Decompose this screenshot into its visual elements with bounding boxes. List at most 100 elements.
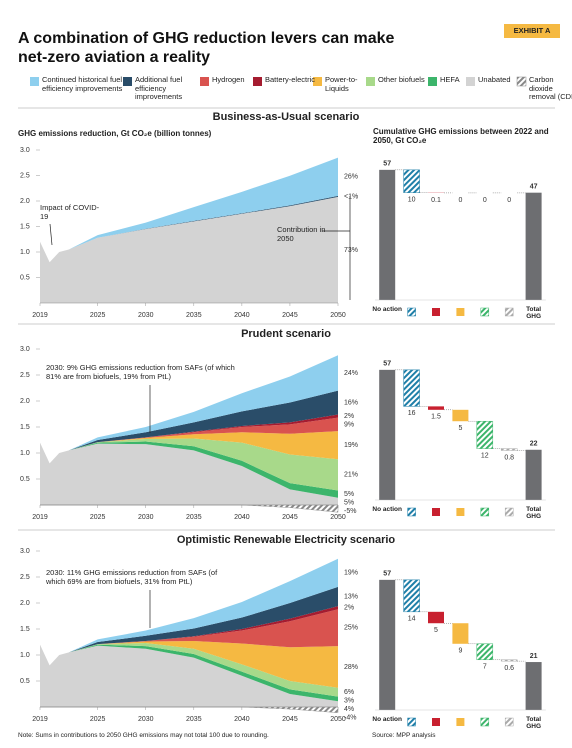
share-label: 24%	[344, 370, 358, 377]
x-tick-label: 2019	[32, 716, 48, 723]
x-tick-label: 2045	[282, 514, 298, 521]
data-label: 57	[383, 571, 391, 578]
y-tick-label: 1.5	[20, 626, 30, 633]
area-series	[40, 390, 338, 464]
waterfall-bar	[428, 611, 444, 624]
x-tick-label: 2030	[138, 716, 154, 723]
share-label: 16%	[344, 399, 358, 406]
area-series	[40, 414, 338, 464]
data-label: 21	[530, 653, 538, 660]
y-tick-label: 1.5	[20, 424, 30, 431]
share-label: 25%	[344, 625, 358, 632]
x-tick-label: No action	[372, 716, 402, 723]
area-series	[40, 355, 338, 464]
category-icon	[407, 307, 416, 317]
x-tick-label: 2035	[186, 312, 202, 319]
area-series	[40, 196, 338, 303]
share-label: 28%	[344, 664, 358, 671]
waterfall-bar	[525, 449, 542, 500]
area-series	[40, 640, 338, 688]
share-label: 73%	[344, 247, 358, 254]
share-label: 9%	[344, 421, 354, 428]
x-tick-label: No action	[372, 506, 402, 513]
y-tick-label: 1.5	[20, 223, 30, 230]
share-label: 5%	[344, 499, 354, 506]
scenario-title: Prudent scenario	[241, 328, 331, 340]
y-tick-label: 2.5	[20, 172, 30, 179]
x-tick-label: 2050	[330, 716, 346, 723]
y-tick-label: 0.5	[20, 476, 30, 483]
data-label: 0.8	[504, 454, 514, 461]
legend-swatch	[253, 77, 262, 86]
y-tick-label: 2.5	[20, 574, 30, 581]
data-label: 7	[483, 664, 487, 671]
share-label: 19%	[344, 442, 358, 449]
data-label: 5	[458, 425, 462, 432]
legend-swatch	[313, 77, 322, 86]
x-tick-label: Total GHG	[526, 306, 542, 321]
data-label: 1.5	[431, 414, 441, 421]
legend-label: Additional fuel efficiency improvements	[135, 75, 183, 102]
y-tick-label: 2.0	[20, 198, 30, 205]
share-label: 6%	[344, 689, 354, 696]
x-tick-label: 2035	[186, 716, 202, 723]
legend-swatch	[516, 76, 527, 87]
category-icon	[456, 308, 465, 316]
legend-label: Carbon dioxide removal (CDR)	[529, 75, 572, 102]
x-tick-label: 2035	[186, 514, 202, 521]
annotation: 2030: 9% GHG emissions reduction from SA…	[46, 363, 235, 381]
x-tick-label: No action	[372, 306, 402, 313]
area-series	[40, 504, 339, 513]
data-label: 47	[530, 184, 538, 191]
category-icon	[407, 507, 416, 517]
category-icon	[432, 718, 440, 726]
waterfall-bar	[403, 579, 420, 613]
waterfall-bar	[476, 643, 494, 661]
legend-swatch	[200, 77, 209, 86]
data-label: 0	[458, 197, 462, 204]
x-tick-label: 2050	[330, 514, 346, 521]
x-tick-label: 2025	[90, 312, 106, 319]
category-icon	[480, 717, 490, 727]
area-series	[40, 644, 338, 702]
x-tick-label: 2045	[282, 312, 298, 319]
waterfall-bar	[476, 420, 494, 449]
category-icon	[504, 307, 514, 317]
legend-swatch	[123, 77, 132, 86]
category-icon	[504, 717, 514, 727]
legend-swatch	[466, 77, 475, 86]
waterfall-bar	[379, 369, 396, 500]
area-series	[40, 706, 339, 713]
data-label: 12	[481, 452, 489, 459]
share-label: 5%	[344, 491, 354, 498]
legend-swatch	[30, 77, 39, 86]
exhibit-badge: EXHIBIT A	[504, 24, 560, 38]
x-tick-label: 2025	[90, 514, 106, 521]
legend-label: Hydrogen	[212, 75, 245, 84]
share-label: 4%	[344, 706, 354, 713]
x-tick-label: 2030	[138, 312, 154, 319]
waterfall-bar	[428, 406, 444, 410]
y-tick-label: 3.0	[20, 147, 30, 154]
x-tick-label: 2040	[234, 312, 250, 319]
y-tick-label: 3.0	[20, 346, 30, 353]
y-tick-label: 2.0	[20, 600, 30, 607]
share-label: -4%	[344, 715, 356, 722]
area-series	[40, 441, 338, 498]
y-tick-label: 2.5	[20, 372, 30, 379]
data-label: 22	[530, 441, 538, 448]
waterfall-bar	[525, 662, 542, 710]
page-title: A combination of GHG reduction levers ca…	[18, 30, 395, 67]
data-label: 57	[383, 161, 391, 168]
legend-swatch	[428, 77, 437, 86]
x-tick-label: 2040	[234, 514, 250, 521]
x-tick-label: 2050	[330, 312, 346, 319]
y-tick-label: 0.5	[20, 274, 30, 281]
data-label: 57	[383, 361, 391, 368]
category-icon	[432, 508, 440, 516]
waterfall-bar	[452, 409, 469, 422]
data-label: 10	[408, 197, 416, 204]
y-tick-label: 2.0	[20, 398, 30, 405]
